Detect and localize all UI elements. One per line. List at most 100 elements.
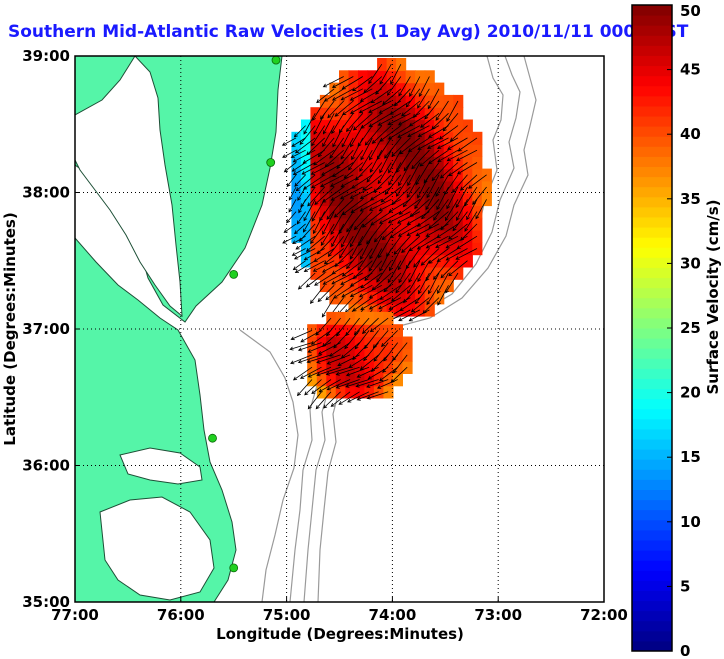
velocity-vector [311, 199, 326, 222]
velocity-vector [300, 186, 316, 208]
radar-stations [208, 56, 281, 573]
velocity-cell [443, 144, 454, 157]
velocity-vector [331, 113, 345, 135]
velocity-vector [364, 330, 379, 350]
velocity-vector [446, 149, 468, 162]
velocity-cell [326, 373, 337, 387]
velocity-vector [354, 330, 370, 350]
velocity-cell [405, 193, 416, 207]
velocity-vector [456, 149, 478, 162]
velocity-vector [310, 223, 326, 245]
velocity-vector [297, 272, 316, 290]
velocity-vector [294, 137, 316, 154]
velocity-cell [300, 254, 311, 268]
velocity-vector [426, 285, 440, 306]
velocity-cell [386, 156, 397, 170]
x-tick-label: 75:00 [263, 606, 311, 624]
velocity-vector [361, 317, 379, 334]
velocity-vector [293, 125, 306, 138]
velocity-cell [424, 291, 435, 305]
colorbar-step [632, 35, 672, 46]
colorbar-step [632, 529, 672, 541]
velocity-cell [319, 230, 330, 243]
velocity-vector [320, 174, 344, 188]
velocity-cell [386, 131, 397, 145]
velocity-vector [448, 162, 468, 177]
velocity-cell [339, 180, 350, 194]
velocity-vector [314, 272, 335, 286]
velocity-cell [377, 156, 388, 170]
velocity-vector [449, 125, 468, 142]
velocity-cell [434, 131, 445, 145]
velocity-cell [300, 144, 311, 157]
velocity-vector [322, 186, 344, 203]
velocity-cell [396, 217, 407, 231]
velocity-vector [361, 211, 383, 228]
velocity-cell [377, 205, 388, 219]
velocity-vector [442, 113, 459, 132]
velocity-cell [319, 119, 330, 133]
velocity-vector [329, 137, 345, 159]
colorbar-step [632, 459, 672, 470]
velocity-cell [358, 107, 369, 121]
velocity-cell [415, 303, 426, 317]
velocity-vector [325, 366, 351, 376]
velocity-vector [345, 379, 370, 388]
velocity-vector [322, 76, 344, 88]
velocity-cell [396, 119, 407, 133]
y-tick-label: 38:00 [22, 184, 70, 202]
velocity-vector [406, 174, 421, 199]
velocity-cell [453, 119, 464, 133]
velocity-cell [443, 193, 454, 207]
velocity-vector [288, 186, 297, 201]
velocity-cell [434, 193, 445, 207]
velocity-vector [312, 260, 335, 272]
velocity-cell [472, 217, 483, 231]
velocity-cell [310, 217, 321, 231]
velocity-vector [440, 260, 459, 279]
velocity-cell [339, 144, 350, 157]
velocity-vector [327, 100, 344, 119]
colorbar-step [632, 610, 672, 622]
velocity-vector [468, 174, 487, 189]
colorbar-step [632, 519, 672, 531]
velocity-vector [350, 198, 373, 213]
velocity-vector [373, 342, 389, 362]
velocity-cell [339, 168, 350, 182]
velocity-vector [338, 211, 354, 235]
velocity-vector [438, 125, 459, 140]
velocity-cell [345, 336, 356, 350]
velocity-cell [367, 266, 378, 280]
velocity-vector [435, 100, 449, 121]
velocity-cell [335, 385, 346, 399]
colorbar-step [632, 509, 672, 521]
velocity-vector [336, 149, 354, 170]
velocity-vector [350, 223, 364, 248]
velocity-vector [426, 137, 449, 149]
velocity-vector [322, 330, 341, 347]
colorbar-step [632, 338, 672, 349]
velocity-vector [340, 272, 363, 285]
velocity-vector [313, 113, 326, 135]
velocity-vector [386, 235, 402, 257]
velocity-cell [319, 242, 330, 256]
velocity-cell [329, 279, 340, 293]
velocity-cell [367, 82, 378, 96]
velocity-vector [415, 223, 440, 237]
velocity-vector [445, 272, 459, 294]
velocity-vector [292, 162, 316, 176]
velocity-vector [364, 260, 383, 282]
velocity-vector [368, 248, 383, 272]
colorbar-step [632, 257, 672, 268]
velocity-cell [339, 131, 350, 145]
velocity-vector [425, 260, 440, 282]
colorbar-step [632, 227, 672, 238]
velocity-vector [321, 260, 344, 273]
velocity-vector [330, 186, 354, 201]
velocity-cell [291, 131, 302, 145]
velocity-vector [444, 199, 459, 222]
velocity-vector [317, 137, 335, 158]
colorbar-tick-label: 30 [680, 254, 701, 272]
velocity-vector [418, 76, 430, 98]
velocity-vector [397, 248, 411, 271]
